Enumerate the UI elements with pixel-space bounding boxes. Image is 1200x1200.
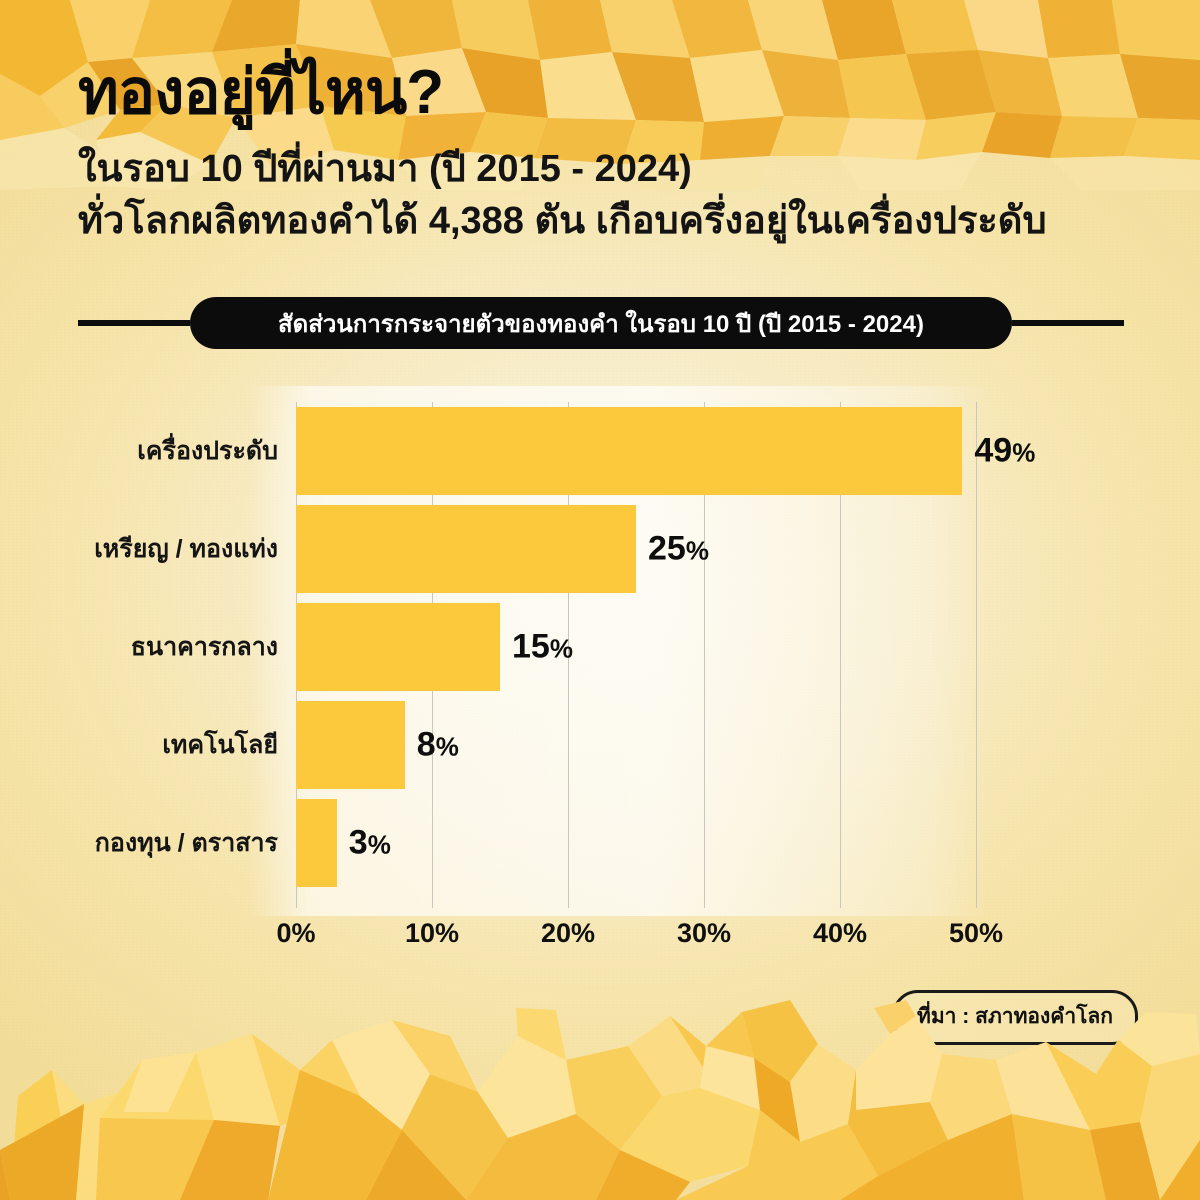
category-label: กองทุน / ตราสาร [94,829,278,857]
bar-row: เครื่องประดับ 49% [0,402,1200,500]
page-title: ทองอยู่ที่ไหน? [78,58,444,127]
bar-value-label: 25% [648,529,709,568]
gold-crystals-top-decoration [0,0,1200,190]
category-label: เครื่องประดับ [137,437,278,465]
x-axis-ticks: 0% 10% 20% 30% 40% 50% [276,918,1003,958]
category-label: เหรียญ / ทองแท่ง [94,535,278,563]
category-label: เทคโนโลยี [162,731,278,759]
x-tick-label: 20% [540,918,596,948]
category-label: ธนาคารกลาง [130,633,278,661]
subtitle-line-1: ในรอบ 10 ปีที่ผ่านมา (ปี 2015 - 2024) [78,148,692,191]
bar-value-label: 15% [512,627,573,666]
bar [296,701,405,789]
bar-row: เทคโนโลยี 8% [0,696,1200,794]
bar [296,407,963,495]
x-tick-label: 50% [948,918,1004,948]
bar-row: ธนาคารกลาง 15% [0,598,1200,696]
bar-chart: เครื่องประดับ 49% เหรียญ / ทองแท่ง 25% ธนาคา… [0,378,1200,958]
banner-rule-left [78,320,190,326]
x-tick-label: 30% [676,918,732,948]
gold-nuggets-bottom-decoration [0,1000,1200,1200]
banner-rule-right [1012,320,1124,326]
x-tick-label: 10% [404,918,460,948]
bar-value-label: 49% [974,431,1036,470]
banner-label: สัดส่วนการกระจายตัวของทองคำ ในรอบ 10 ปี … [190,297,1012,349]
x-tick-label: 40% [812,918,868,948]
bar [296,505,636,593]
x-tick-label: 0% [276,918,316,948]
subtitle-line-2: ทั่วโลกผลิตทองคำได้ 4,388 ตัน เกือบครึ่ง… [78,199,1047,242]
headline-block: ทองอยู่ที่ไหน? ในรอบ 10 ปีที่ผ่านมา (ปี … [78,58,1138,246]
bar-value-label: 8% [416,725,459,764]
bar [296,799,337,887]
source-badge: ที่มา : สภาทองคำโลก [891,990,1138,1045]
bar-row: กองทุน / ตราสาร 3% [0,794,1200,892]
bar-value-label: 3% [348,823,391,862]
bar-row: เหรียญ / ทองแท่ง 25% [0,500,1200,598]
chart-title-banner: สัดส่วนการกระจายตัวของทองคำ ในรอบ 10 ปี … [78,297,1124,349]
bar [296,603,500,691]
bar-rows-container: เครื่องประดับ 49% เหรียญ / ทองแท่ง 25% ธนาคา… [0,402,1200,892]
